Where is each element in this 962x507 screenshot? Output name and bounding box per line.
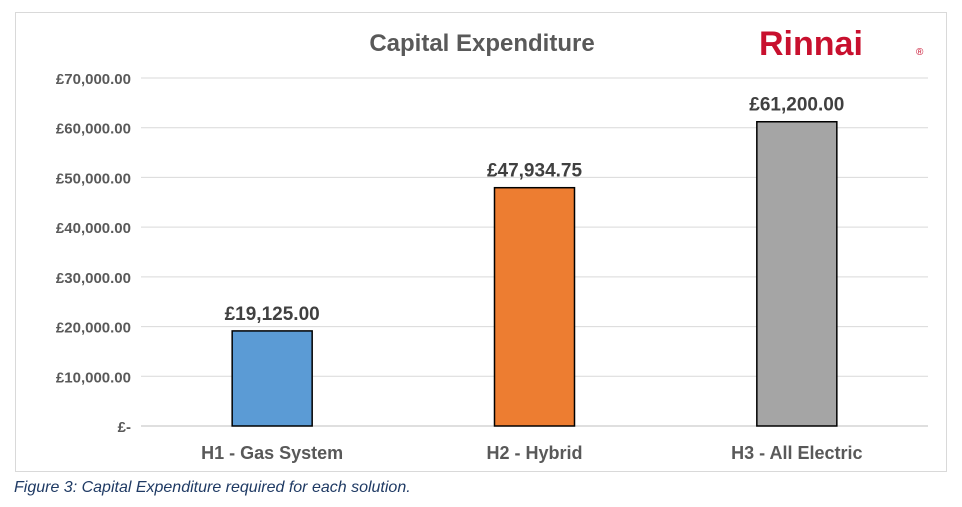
x-tick-label: H2 - Hybrid: [486, 443, 582, 463]
chart-frame: Capital Expenditure Rinnai ® £- £10,000.0…: [15, 12, 947, 472]
y-tick-label: £-: [118, 419, 131, 436]
bar: [493, 186, 576, 427]
x-tick-label: H1 - Gas System: [201, 443, 343, 463]
y-tick-label: £40,000.00: [56, 220, 131, 237]
chart-title: Capital Expenditure: [369, 30, 594, 57]
y-axis-tick-labels: £- £10,000.00 £20,000.00 £30,000.00 £40,000.…: [56, 71, 131, 436]
bar-chart: Capital Expenditure Rinnai ® £- £10,000.0…: [56, 25, 928, 463]
y-tick-label: £20,000.00: [56, 320, 131, 337]
data-labels: £19,125.00 £47,934.75 £61,200.00: [225, 95, 845, 325]
figure-caption: Figure 3: Capital Expenditure required f…: [14, 479, 411, 496]
x-axis-tick-labels: H1 - Gas System H2 - Hybrid H3 - All Elect…: [201, 443, 862, 463]
rinnai-logo: Rinnai ®: [759, 25, 924, 63]
x-tick-label: H3 - All Electric: [731, 443, 862, 463]
y-tick-label: £60,000.00: [56, 121, 131, 138]
bar: [756, 120, 838, 427]
logo-wordmark: Rinnai: [759, 25, 863, 63]
data-label: £19,125.00: [225, 304, 320, 325]
data-label: £47,934.75: [487, 161, 583, 182]
data-label: £61,200.00: [749, 95, 844, 116]
registered-mark: ®: [916, 47, 924, 58]
y-tick-label: £10,000.00: [56, 369, 131, 386]
bar: [231, 330, 313, 427]
y-tick-label: £50,000.00: [56, 170, 131, 187]
bars: [231, 120, 838, 427]
y-tick-label: £70,000.00: [56, 71, 131, 88]
y-tick-label: £30,000.00: [56, 270, 131, 287]
